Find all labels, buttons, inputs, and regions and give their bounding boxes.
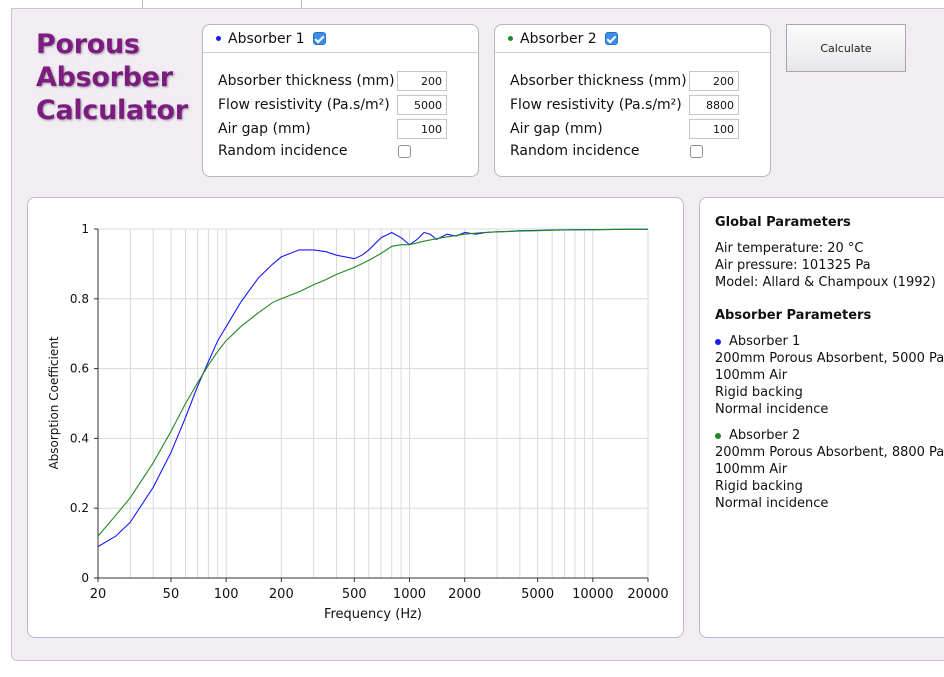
global-param-line: Air temperature: 20 °C xyxy=(715,241,864,256)
absorber-parameters-heading: Absorber Parameters xyxy=(715,308,872,323)
absorber-1-air-gap-label: Air gap (mm) xyxy=(218,121,311,137)
y-axis-title: Absorption Coefficient xyxy=(47,336,61,469)
info-absorber-1-heading: Absorber 1 xyxy=(715,333,944,350)
absorber-2-random-incidence-checkbox[interactable] xyxy=(690,145,703,158)
absorber-2-enable-checkbox[interactable] xyxy=(604,32,618,45)
y-tick-label: 0.2 xyxy=(70,501,89,515)
global-param-line: Model: Allard & Champoux (1992) xyxy=(715,275,936,290)
info-absorber-2-line: Rigid backing xyxy=(715,479,803,494)
y-tick-label: 1 xyxy=(81,222,89,236)
absorber-1-enable-checkbox[interactable] xyxy=(312,32,326,45)
absorber-1-thickness-input[interactable]: 200 xyxy=(397,71,447,91)
app-title-line: Porous xyxy=(36,29,140,60)
y-tick-label: 0.8 xyxy=(70,292,89,306)
y-tick-label: 0 xyxy=(81,571,89,585)
absorber-2-title: Absorber 2 xyxy=(520,30,597,47)
info-absorber-1-line: 200mm Porous Absorbent, 5000 Pa.s/m² xyxy=(715,351,944,366)
chart-panel: 0 0.2 0.4 0.6 0.8 1 20 50 100 200 500 1000 2000 5000 1… xyxy=(27,197,684,638)
y-tick-label: 0.6 xyxy=(70,362,89,376)
x-tick-label: 200 xyxy=(269,587,294,602)
series-line-absorber-2 xyxy=(97,228,648,537)
absorber-2-thickness-label: Absorber thickness (mm) xyxy=(510,73,687,89)
global-param-line: Air pressure: 101325 Pa xyxy=(715,258,871,273)
absorber-2-air-gap-label: Air gap (mm) xyxy=(510,121,603,137)
y-tick-label: 0.4 xyxy=(70,431,89,445)
app-title-line: Calculator xyxy=(36,95,188,126)
absorber-1-random-incidence-checkbox[interactable] xyxy=(398,145,411,158)
x-tick-label: 500 xyxy=(342,587,367,602)
app-title-line: Absorber xyxy=(36,62,173,93)
calculate-button[interactable]: Calculate xyxy=(786,24,906,72)
absorption-chart: 0 0.2 0.4 0.6 0.8 1 20 50 100 200 500 1000 2000 5000 1… xyxy=(47,222,669,622)
absorber-1-legend-dot xyxy=(715,338,721,345)
absorber-1-air-gap-input[interactable]: 100 xyxy=(397,119,447,139)
global-parameters-heading: Global Parameters xyxy=(715,215,851,230)
absorber-2-color-dot xyxy=(508,36,513,41)
x-tick-label: 20000 xyxy=(627,587,668,602)
info-absorber-2-name: Absorber 2 xyxy=(729,428,801,443)
info-absorber-2-line: 100mm Air xyxy=(715,462,788,477)
absorber-1-color-dot xyxy=(216,36,221,41)
info-absorber-2-line: 200mm Porous Absorbent, 8800 Pa.s/m² xyxy=(715,445,944,460)
absorber-2-header: Absorber 2 xyxy=(495,25,770,53)
x-tick-label: 20 xyxy=(90,587,107,602)
info-absorber-1-line: 100mm Air xyxy=(715,368,788,383)
app-title: Porous Absorber Calculator xyxy=(36,28,188,127)
info-absorber-1-line: Rigid backing xyxy=(715,385,803,400)
info-absorber-2-heading: Absorber 2 xyxy=(715,427,944,444)
absorber-1-header: Absorber 1 xyxy=(203,25,478,53)
info-absorber-1-name: Absorber 1 xyxy=(729,334,801,349)
absorber-2-air-gap-input[interactable]: 100 xyxy=(689,119,739,139)
info-absorber-2-line: Normal incidence xyxy=(715,496,829,511)
absorber-1-random-incidence-label: Random incidence xyxy=(218,143,348,159)
x-tick-label: 10000 xyxy=(572,587,613,602)
absorber-1-thickness-label: Absorber thickness (mm) xyxy=(218,73,395,89)
absorber-2-legend-dot xyxy=(715,432,721,439)
absorber-1-flow-resistivity-input[interactable]: 5000 xyxy=(397,95,447,115)
absorber-1-title: Absorber 1 xyxy=(228,30,305,47)
absorber-1-panel: Absorber 1 Absorber thickness (mm) 200 F… xyxy=(202,24,479,177)
x-tick-label: 1000 xyxy=(393,587,426,602)
absorber-2-random-incidence-label: Random incidence xyxy=(510,143,640,159)
x-tick-label: 100 xyxy=(214,587,239,602)
absorber-2-flow-resistivity-label: Flow resistivity (Pa.s/m²) xyxy=(510,97,682,113)
series-line-absorber-1 xyxy=(97,228,648,548)
info-absorber-1-line: Normal incidence xyxy=(715,402,829,417)
absorber-2-panel: Absorber 2 Absorber thickness (mm) 200 F… xyxy=(494,24,771,177)
x-tick-label: 5000 xyxy=(521,587,554,602)
x-axis-title: Frequency (Hz) xyxy=(324,607,422,622)
absorber-1-flow-resistivity-label: Flow resistivity (Pa.s/m²) xyxy=(218,97,390,113)
absorber-2-flow-resistivity-input[interactable]: 8800 xyxy=(689,95,739,115)
absorber-2-thickness-input[interactable]: 200 xyxy=(689,71,739,91)
x-tick-label: 2000 xyxy=(448,587,481,602)
x-tick-label: 50 xyxy=(163,587,180,602)
info-panel: Global Parameters Air temperature: 20 °C… xyxy=(699,197,944,638)
